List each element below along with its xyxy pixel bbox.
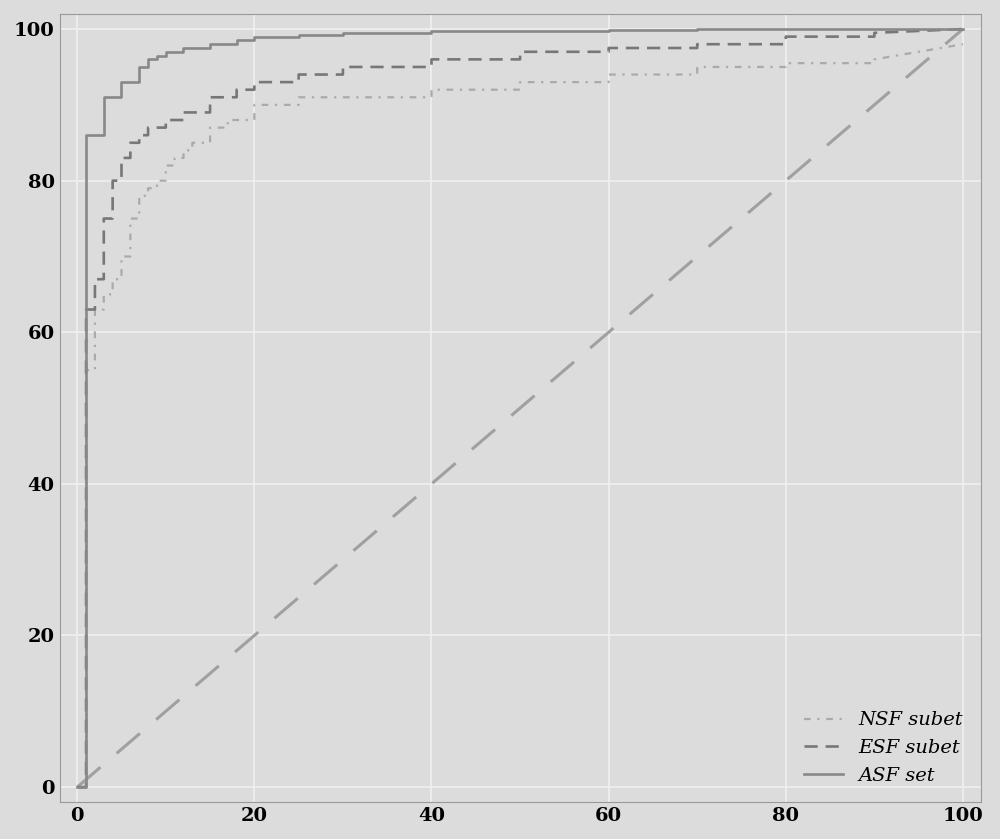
Legend: NSF subet, ESF subet, ASF set: NSF subet, ESF subet, ASF set: [796, 704, 971, 793]
